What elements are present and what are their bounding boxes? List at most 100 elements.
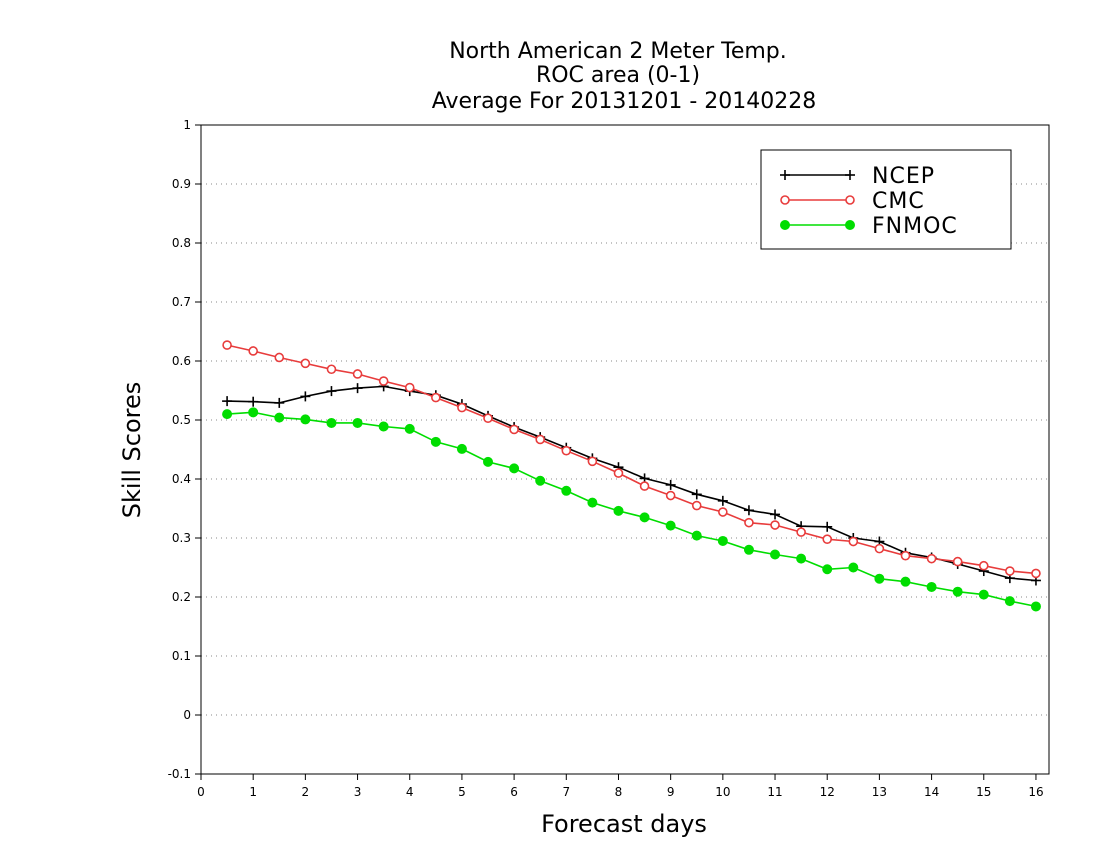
x-tick-label: 11 xyxy=(767,785,782,799)
cmc-point xyxy=(352,369,363,379)
y-tick-label: 0.2 xyxy=(172,590,191,604)
cmc-point xyxy=(848,536,859,547)
fnmoc-point xyxy=(848,562,859,573)
legend-item-ncep: NCEP xyxy=(780,164,935,189)
fnmoc-series xyxy=(222,407,1041,612)
ncep-point xyxy=(300,391,311,402)
ncep-point xyxy=(717,495,728,506)
y-axis-ticks: -0.1 0 0.1 0.2 0.3 0.4 0.5 0.6 0.7 0.8 0.9 1 xyxy=(168,118,201,781)
cmc-point xyxy=(770,520,780,530)
cmc-point xyxy=(274,352,285,363)
fnmoc-point xyxy=(796,553,807,564)
legend-label: FNMOC xyxy=(872,214,958,239)
cmc-point xyxy=(300,358,311,369)
cmc-point xyxy=(457,402,467,413)
title-line-3: Average For 20131201 - 20140228 xyxy=(432,89,817,114)
ncep-point xyxy=(665,479,676,490)
cmc-point xyxy=(1031,568,1041,579)
y-tick-label: 0.9 xyxy=(172,177,191,191)
fnmoc-point xyxy=(613,505,624,516)
series-layer xyxy=(222,340,1041,612)
ncep-point xyxy=(222,396,233,407)
ncep-point xyxy=(352,383,363,394)
fnmoc-point xyxy=(561,485,572,496)
legend-marker xyxy=(845,195,855,205)
fnmoc-line xyxy=(227,411,1037,608)
x-tick-label: 3 xyxy=(354,785,362,799)
cmc-point xyxy=(326,364,337,375)
cmc-point xyxy=(404,382,415,393)
x-tick-label: 16 xyxy=(1028,785,1043,799)
fnmoc-point xyxy=(691,530,702,541)
fnmoc-point xyxy=(1030,601,1041,612)
legend-item-cmc: CMC xyxy=(780,189,925,214)
title-line-1: North American 2 Meter Temp. xyxy=(449,39,787,64)
fnmoc-point xyxy=(483,456,494,467)
x-tick-label: 13 xyxy=(872,785,887,799)
fnmoc-point xyxy=(770,549,781,560)
ncep-line xyxy=(227,385,1037,582)
legend-marker xyxy=(780,220,790,230)
cmc-point xyxy=(587,456,598,467)
plot-frame xyxy=(200,124,1050,775)
fnmoc-point xyxy=(639,512,650,523)
cmc-point xyxy=(431,392,441,403)
cmc-point xyxy=(718,507,728,517)
fnmoc-point xyxy=(248,407,259,418)
legend-marker xyxy=(780,170,790,180)
fnmoc-point xyxy=(404,423,415,434)
y-tick-label: 0.5 xyxy=(172,413,191,427)
fnmoc-point xyxy=(326,417,337,428)
y-tick-label: 0.8 xyxy=(172,236,191,250)
fnmoc-point xyxy=(900,576,911,587)
y-tick-label: 0.7 xyxy=(172,295,191,309)
ncep-point xyxy=(743,505,754,516)
cmc-point xyxy=(978,560,989,571)
ncep-point xyxy=(248,396,259,407)
y-tick-label: 0.1 xyxy=(172,649,191,663)
ncep-point xyxy=(822,521,833,532)
cmc-point xyxy=(222,340,232,350)
fnmoc-point xyxy=(430,436,441,447)
cmc-point xyxy=(900,550,911,561)
cmc-point xyxy=(691,500,702,511)
x-tick-label: 4 xyxy=(406,785,414,799)
fnmoc-point xyxy=(378,421,389,432)
legend-marker xyxy=(845,170,855,180)
cmc-line xyxy=(226,344,1037,575)
cmc-point xyxy=(509,424,519,435)
legend-marker xyxy=(845,220,855,230)
y-axis-label: Skill Scores xyxy=(118,382,146,519)
fnmoc-point xyxy=(874,573,885,584)
x-tick-label: 14 xyxy=(924,785,939,799)
x-tick-label: 12 xyxy=(820,785,835,799)
fnmoc-point xyxy=(587,497,598,508)
x-tick-label: 10 xyxy=(715,785,730,799)
cmc-point xyxy=(561,445,572,456)
x-tick-label: 1 xyxy=(249,785,257,799)
y-tick-label: 1 xyxy=(183,118,191,132)
legend-label: CMC xyxy=(872,189,925,214)
cmc-point xyxy=(744,517,754,528)
fnmoc-point xyxy=(978,589,989,600)
y-tick-label: 0.4 xyxy=(172,472,191,486)
fnmoc-point xyxy=(535,475,546,486)
cmc-point xyxy=(378,376,389,386)
fnmoc-point xyxy=(509,463,520,474)
x-tick-label: 8 xyxy=(615,785,623,799)
cmc-point xyxy=(639,481,650,491)
cmc-point xyxy=(1005,566,1015,576)
fnmoc-point xyxy=(743,544,754,555)
x-tick-label: 9 xyxy=(667,785,675,799)
x-axis-ticks: 0 1 2 3 4 5 6 7 8 9 10 11 12 13 14 15 16 xyxy=(197,774,1044,799)
cmc-point xyxy=(535,434,546,445)
cmc-point xyxy=(926,553,937,564)
cmc-point xyxy=(665,490,676,501)
cmc-point xyxy=(874,543,885,554)
y-tick-label: 0.3 xyxy=(172,531,191,545)
cmc-series xyxy=(222,340,1041,579)
x-tick-label: 5 xyxy=(458,785,466,799)
legend-label: NCEP xyxy=(872,164,935,189)
